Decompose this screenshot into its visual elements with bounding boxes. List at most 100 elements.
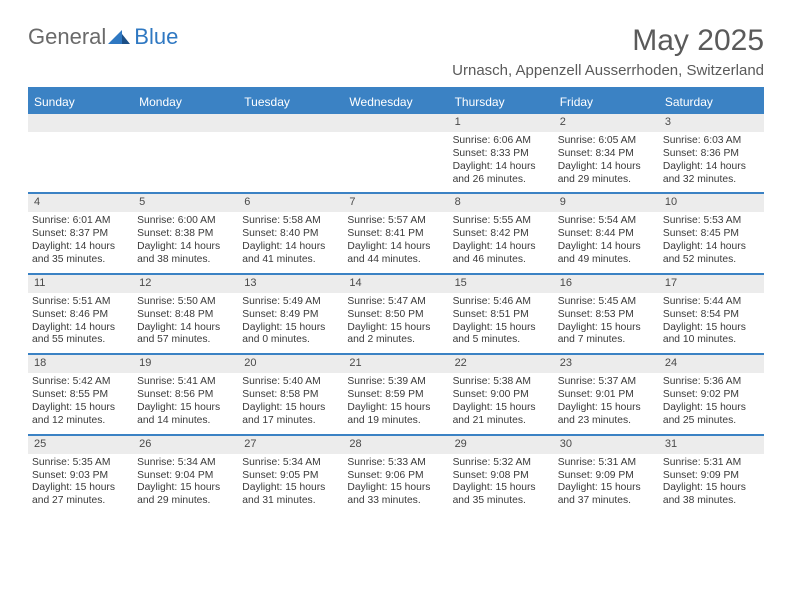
sunrise-text: Sunrise: 6:03 AM [663, 135, 760, 148]
sunrise-text: Sunrise: 5:31 AM [663, 457, 760, 470]
sunrise-text: Sunrise: 5:44 AM [663, 296, 760, 309]
daylight-text: Daylight: 15 hours and 19 minutes. [347, 402, 444, 428]
daylight-text: Daylight: 15 hours and 7 minutes. [558, 322, 655, 348]
daylight-text: Daylight: 15 hours and 38 minutes. [663, 482, 760, 508]
daylight-text: Daylight: 15 hours and 31 minutes. [242, 482, 339, 508]
weekday-header: Saturday [659, 90, 764, 114]
calendar-day-cell: 14Sunrise: 5:47 AMSunset: 8:50 PMDayligh… [343, 275, 448, 353]
sunrise-text: Sunrise: 5:47 AM [347, 296, 444, 309]
daylight-text: Daylight: 15 hours and 37 minutes. [558, 482, 655, 508]
calendar-day-cell: 29Sunrise: 5:32 AMSunset: 9:08 PMDayligh… [449, 436, 554, 514]
sunset-text: Sunset: 8:41 PM [347, 228, 444, 241]
weekday-header: Wednesday [343, 90, 448, 114]
daylight-text: Daylight: 14 hours and 38 minutes. [137, 241, 234, 267]
brand-text-blue: Blue [134, 24, 178, 50]
calendar-day-cell: 24Sunrise: 5:36 AMSunset: 9:02 PMDayligh… [659, 355, 764, 433]
day-number: 21 [343, 355, 448, 373]
sunset-text: Sunset: 8:49 PM [242, 309, 339, 322]
sunrise-text: Sunrise: 5:45 AM [558, 296, 655, 309]
calendar-weeks: 1Sunrise: 6:06 AMSunset: 8:33 PMDaylight… [28, 114, 764, 514]
sunset-text: Sunset: 8:50 PM [347, 309, 444, 322]
sunset-text: Sunset: 8:34 PM [558, 148, 655, 161]
weekday-header: Sunday [28, 90, 133, 114]
sunrise-text: Sunrise: 5:33 AM [347, 457, 444, 470]
calendar-day-cell: 1Sunrise: 6:06 AMSunset: 8:33 PMDaylight… [449, 114, 554, 192]
day-number: 7 [343, 194, 448, 212]
weekday-header: Tuesday [238, 90, 343, 114]
sunset-text: Sunset: 9:08 PM [453, 470, 550, 483]
sunset-text: Sunset: 9:06 PM [347, 470, 444, 483]
sunset-text: Sunset: 8:46 PM [32, 309, 129, 322]
sunset-text: Sunset: 8:48 PM [137, 309, 234, 322]
calendar-day-cell [238, 114, 343, 192]
sunrise-text: Sunrise: 5:46 AM [453, 296, 550, 309]
day-number: 9 [554, 194, 659, 212]
day-number: 26 [133, 436, 238, 454]
calendar-day-cell: 23Sunrise: 5:37 AMSunset: 9:01 PMDayligh… [554, 355, 659, 433]
sunset-text: Sunset: 9:09 PM [558, 470, 655, 483]
daylight-text: Daylight: 14 hours and 29 minutes. [558, 161, 655, 187]
daylight-text: Daylight: 15 hours and 12 minutes. [32, 402, 129, 428]
sunset-text: Sunset: 8:51 PM [453, 309, 550, 322]
sunrise-text: Sunrise: 5:41 AM [137, 376, 234, 389]
sunrise-text: Sunrise: 5:32 AM [453, 457, 550, 470]
sunset-text: Sunset: 8:56 PM [137, 389, 234, 402]
calendar-day-cell: 4Sunrise: 6:01 AMSunset: 8:37 PMDaylight… [28, 194, 133, 272]
sunrise-text: Sunrise: 5:49 AM [242, 296, 339, 309]
daylight-text: Daylight: 14 hours and 57 minutes. [137, 322, 234, 348]
sunrise-text: Sunrise: 6:06 AM [453, 135, 550, 148]
sunrise-text: Sunrise: 5:50 AM [137, 296, 234, 309]
sunrise-text: Sunrise: 5:31 AM [558, 457, 655, 470]
day-number: 14 [343, 275, 448, 293]
sunset-text: Sunset: 8:59 PM [347, 389, 444, 402]
weekday-header: Thursday [449, 90, 554, 114]
day-number: 8 [449, 194, 554, 212]
sunrise-text: Sunrise: 6:01 AM [32, 215, 129, 228]
day-number [28, 114, 133, 132]
calendar-day-cell: 30Sunrise: 5:31 AMSunset: 9:09 PMDayligh… [554, 436, 659, 514]
calendar-day-cell: 16Sunrise: 5:45 AMSunset: 8:53 PMDayligh… [554, 275, 659, 353]
daylight-text: Daylight: 14 hours and 32 minutes. [663, 161, 760, 187]
day-number: 5 [133, 194, 238, 212]
calendar-day-cell: 7Sunrise: 5:57 AMSunset: 8:41 PMDaylight… [343, 194, 448, 272]
sunset-text: Sunset: 8:36 PM [663, 148, 760, 161]
sunrise-text: Sunrise: 6:00 AM [137, 215, 234, 228]
daylight-text: Daylight: 14 hours and 44 minutes. [347, 241, 444, 267]
calendar-week: 4Sunrise: 6:01 AMSunset: 8:37 PMDaylight… [28, 192, 764, 272]
calendar-day-cell: 5Sunrise: 6:00 AMSunset: 8:38 PMDaylight… [133, 194, 238, 272]
calendar: Sunday Monday Tuesday Wednesday Thursday… [28, 90, 764, 514]
calendar-day-cell: 26Sunrise: 5:34 AMSunset: 9:04 PMDayligh… [133, 436, 238, 514]
title-block: May 2025 Urnasch, Appenzell Ausserrhoden… [452, 24, 764, 79]
calendar-day-cell [343, 114, 448, 192]
calendar-day-cell: 28Sunrise: 5:33 AMSunset: 9:06 PMDayligh… [343, 436, 448, 514]
day-number: 27 [238, 436, 343, 454]
daylight-text: Daylight: 14 hours and 55 minutes. [32, 322, 129, 348]
calendar-week: 1Sunrise: 6:06 AMSunset: 8:33 PMDaylight… [28, 114, 764, 192]
calendar-week: 25Sunrise: 5:35 AMSunset: 9:03 PMDayligh… [28, 434, 764, 514]
calendar-day-cell [133, 114, 238, 192]
daylight-text: Daylight: 15 hours and 5 minutes. [453, 322, 550, 348]
daylight-text: Daylight: 15 hours and 10 minutes. [663, 322, 760, 348]
calendar-day-cell: 31Sunrise: 5:31 AMSunset: 9:09 PMDayligh… [659, 436, 764, 514]
daylight-text: Daylight: 15 hours and 17 minutes. [242, 402, 339, 428]
sunset-text: Sunset: 9:01 PM [558, 389, 655, 402]
sunset-text: Sunset: 8:33 PM [453, 148, 550, 161]
calendar-day-cell: 2Sunrise: 6:05 AMSunset: 8:34 PMDaylight… [554, 114, 659, 192]
daylight-text: Daylight: 15 hours and 29 minutes. [137, 482, 234, 508]
calendar-week: 18Sunrise: 5:42 AMSunset: 8:55 PMDayligh… [28, 353, 764, 433]
calendar-day-cell: 25Sunrise: 5:35 AMSunset: 9:03 PMDayligh… [28, 436, 133, 514]
daylight-text: Daylight: 14 hours and 52 minutes. [663, 241, 760, 267]
sunset-text: Sunset: 9:04 PM [137, 470, 234, 483]
day-number: 31 [659, 436, 764, 454]
daylight-text: Daylight: 14 hours and 26 minutes. [453, 161, 550, 187]
sunset-text: Sunset: 8:55 PM [32, 389, 129, 402]
daylight-text: Daylight: 15 hours and 0 minutes. [242, 322, 339, 348]
day-number: 2 [554, 114, 659, 132]
sunrise-text: Sunrise: 5:55 AM [453, 215, 550, 228]
daylight-text: Daylight: 15 hours and 33 minutes. [347, 482, 444, 508]
calendar-day-cell: 9Sunrise: 5:54 AMSunset: 8:44 PMDaylight… [554, 194, 659, 272]
day-number [343, 114, 448, 132]
daylight-text: Daylight: 15 hours and 35 minutes. [453, 482, 550, 508]
sunrise-text: Sunrise: 5:58 AM [242, 215, 339, 228]
calendar-day-cell: 6Sunrise: 5:58 AMSunset: 8:40 PMDaylight… [238, 194, 343, 272]
